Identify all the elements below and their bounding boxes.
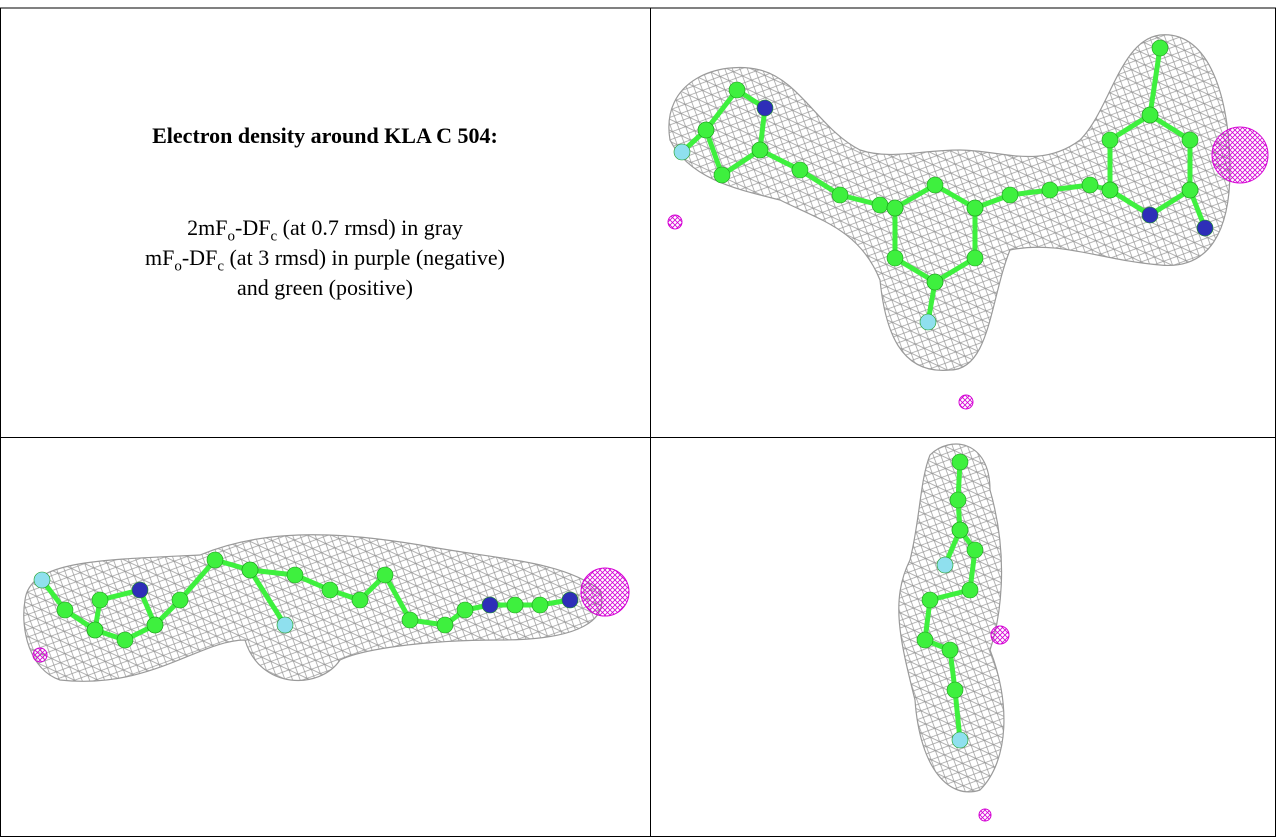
atom [872, 197, 888, 213]
atom [714, 167, 730, 183]
atom [887, 250, 903, 266]
difference-mesh [33, 648, 47, 662]
atom [437, 617, 453, 633]
difference-mesh [581, 568, 629, 616]
page: {"title": "Electron density around KLA C… [0, 0, 1276, 837]
atom [1142, 207, 1158, 223]
atom [482, 597, 498, 613]
subscript: o [228, 228, 236, 244]
difference-mesh [1212, 127, 1268, 183]
atom [1042, 182, 1058, 198]
density-mesh [669, 35, 1230, 371]
atom [962, 582, 978, 598]
atom [562, 592, 578, 608]
atom [322, 582, 338, 598]
figure: Electron density around KLA C 504: 2mFo-… [0, 0, 1276, 837]
atom [832, 187, 848, 203]
atom [757, 100, 773, 116]
atom [1102, 132, 1118, 148]
atom [967, 250, 983, 266]
atom [87, 622, 103, 638]
atom [242, 562, 258, 578]
atom [1182, 182, 1198, 198]
caption-line: mFo-DFc (at 3 rmsd) in purple (negative) [0, 243, 650, 273]
atom [377, 567, 393, 583]
caption-cell: Electron density around KLA C 504: 2mFo-… [0, 8, 650, 437]
atom [1142, 107, 1158, 123]
atom [92, 592, 108, 608]
atom [952, 454, 968, 470]
caption-title: Electron density around KLA C 504: [0, 123, 650, 149]
atom [752, 142, 768, 158]
atom [947, 682, 963, 698]
atom [287, 567, 303, 583]
atom [674, 144, 690, 160]
text-segment: -DF [235, 215, 270, 240]
atom [207, 552, 223, 568]
caption-line: 2mFo-DFc (at 0.7 rmsd) in gray [0, 213, 650, 243]
atom [117, 632, 133, 648]
atom [927, 274, 943, 290]
atom [57, 602, 73, 618]
atom [950, 492, 966, 508]
text-segment: mF [145, 245, 174, 270]
atom [927, 177, 943, 193]
atom [132, 582, 148, 598]
atom [507, 597, 523, 613]
caption-line: and green (positive) [0, 273, 650, 303]
difference-mesh [991, 626, 1009, 644]
atom [457, 602, 473, 618]
subscript: c [217, 258, 224, 274]
atom [942, 642, 958, 658]
atom [1152, 40, 1168, 56]
atom [147, 617, 163, 633]
text-segment: and green (positive) [237, 275, 413, 300]
subscript: o [174, 258, 182, 274]
difference-mesh [668, 215, 682, 229]
text-segment: 2mF [187, 215, 227, 240]
atom [277, 617, 293, 633]
text-segment: -DF [182, 245, 217, 270]
atom [1182, 132, 1198, 148]
atom [729, 82, 745, 98]
atom [792, 162, 808, 178]
atom [1002, 187, 1018, 203]
atom [34, 572, 50, 588]
atom [917, 632, 933, 648]
text-segment: (at 3 rmsd) in purple (negative) [224, 245, 505, 270]
difference-mesh [979, 809, 991, 821]
text-segment: (at 0.7 rmsd) in gray [277, 215, 463, 240]
atom [887, 200, 903, 216]
atom [967, 200, 983, 216]
difference-mesh [959, 395, 973, 409]
atom [352, 592, 368, 608]
atom [952, 522, 968, 538]
atom [1102, 182, 1118, 198]
atom [952, 732, 968, 748]
atom [1082, 177, 1098, 193]
atom [920, 314, 936, 330]
atom [922, 592, 938, 608]
atom [937, 557, 953, 573]
atom [1197, 220, 1213, 236]
atom [698, 122, 714, 138]
atom [532, 597, 548, 613]
atom [172, 592, 188, 608]
atom [967, 542, 983, 558]
atom [402, 612, 418, 628]
